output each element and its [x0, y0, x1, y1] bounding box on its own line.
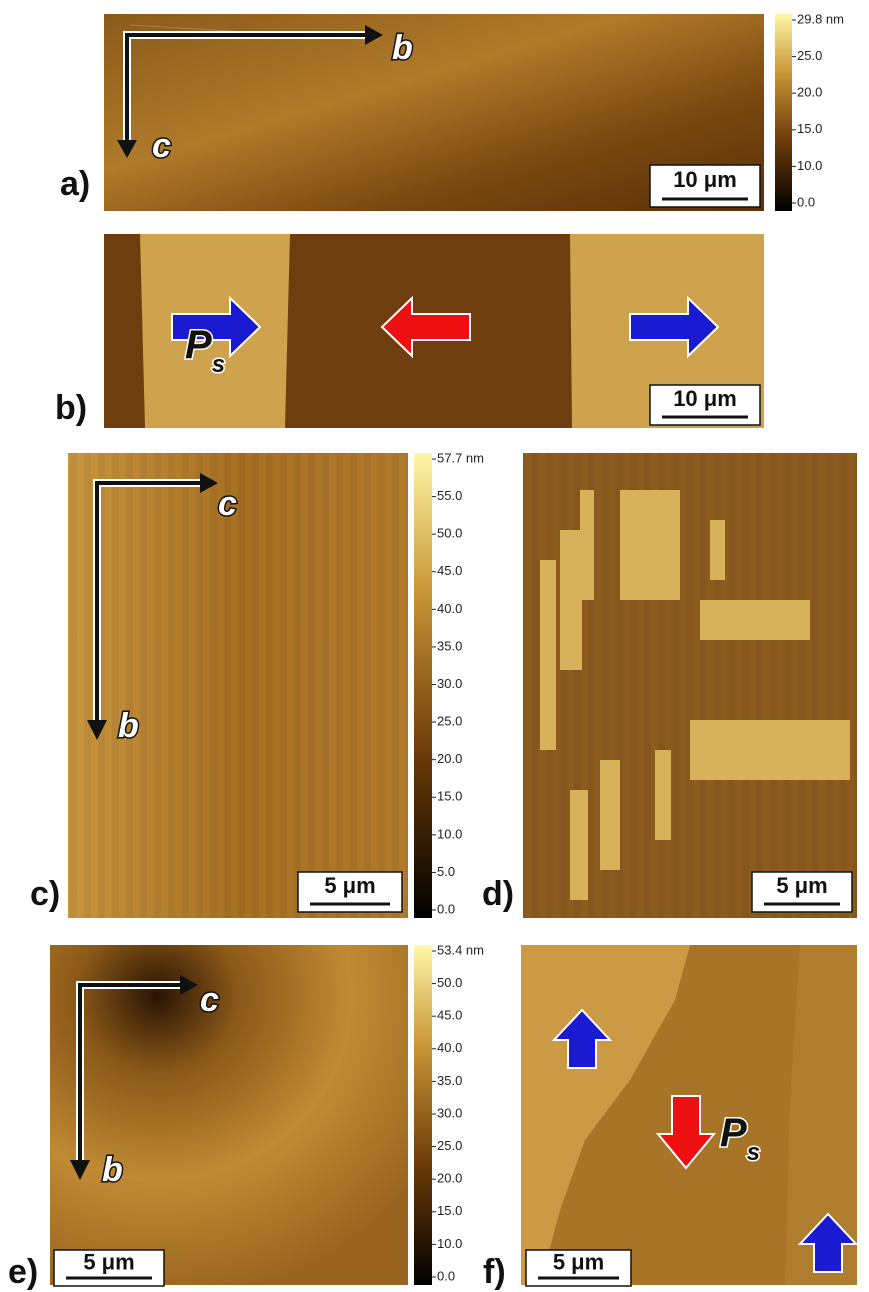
symbol: P [720, 1111, 747, 1155]
colorbar-tick-label: 0.0 [437, 1268, 455, 1283]
colorbar-tick-label: 45.0 [437, 1008, 462, 1023]
colorbar-tick-label: 50.0 [437, 975, 462, 990]
colorbar-tick-label: 40.0 [437, 1040, 462, 1055]
axis-label: c [200, 981, 219, 1019]
colorbar-tick-label: 15.0 [797, 121, 822, 136]
colorbar-tick-label: 25.0 [437, 1138, 462, 1153]
panel-label: a) [60, 165, 90, 203]
colorbar-tick-label: 15.0 [437, 789, 462, 804]
axis-label: c [218, 485, 237, 523]
scale-bar-label: 5 μm [324, 873, 375, 898]
colorbar-tick-label: 25.0 [797, 48, 822, 63]
colorbar-tick-label: 10.0 [437, 1236, 462, 1251]
colorbar-tick-label: 50.0 [437, 526, 462, 541]
subscript: s [747, 1139, 760, 1166]
colorbar-tick-label: 29.8 nm [797, 11, 844, 26]
colorbar-tick-label: 10.0 [797, 158, 822, 173]
panel-label: c) [30, 875, 60, 913]
axis-label: b [118, 707, 139, 745]
afm-image [50, 945, 408, 1285]
colorbar-tick-label: 20.0 [437, 1171, 462, 1186]
axis-label: b [392, 29, 413, 67]
colorbar-tick-label: 57.7 nm [437, 450, 484, 465]
colorbar-tick-label: 0.0 [437, 901, 455, 916]
subscript: s [212, 351, 225, 378]
colorbar-tick-label: 30.0 [437, 676, 462, 691]
panel-label: f) [483, 1253, 506, 1291]
colorbar-tick-label: 20.0 [797, 85, 822, 100]
colorbar-tick-label: 30.0 [437, 1105, 462, 1120]
domain [560, 530, 582, 670]
domain [710, 520, 725, 580]
colorbar [414, 453, 432, 918]
colorbar-tick-label: 0.0 [797, 194, 815, 209]
colorbar-tick-label: 55.0 [437, 488, 462, 503]
panel-label: e) [8, 1253, 38, 1291]
domain [570, 790, 588, 900]
colorbar-tick-label: 15.0 [437, 1203, 462, 1218]
domain [580, 490, 594, 600]
colorbar-tick-label: 35.0 [437, 1073, 462, 1088]
axis-label: b [102, 1151, 123, 1189]
colorbar [414, 945, 432, 1285]
scale-bar-label: 5 μm [776, 873, 827, 898]
texture [68, 453, 408, 918]
colorbar [775, 14, 792, 211]
colorbar-tick-label: 53.4 nm [437, 942, 484, 957]
domain [620, 490, 680, 600]
panel-label: b) [55, 389, 87, 427]
scale-bar-label: 5 μm [553, 1249, 604, 1274]
colorbar-tick-label: 10.0 [437, 826, 462, 841]
domain [655, 750, 671, 840]
colorbar-tick-label: 40.0 [437, 601, 462, 616]
colorbar-tick-label: 5.0 [437, 864, 455, 879]
symbol: P [185, 323, 212, 367]
panel-label: d) [482, 875, 514, 913]
domain [690, 720, 850, 780]
scale-bar-label: 10 μm [673, 386, 737, 411]
domain [700, 600, 810, 640]
colorbar-tick-label: 45.0 [437, 563, 462, 578]
domain [600, 760, 620, 870]
scale-bar-label: 10 μm [673, 167, 737, 192]
axis-label: c [152, 127, 171, 165]
colorbar-tick-label: 35.0 [437, 638, 462, 653]
colorbar-tick-label: 25.0 [437, 714, 462, 729]
domain [540, 560, 556, 750]
scale-bar-label: 5 μm [83, 1249, 134, 1274]
figure: b c a) Ps b) c b c) d) c b e) P [0, 0, 869, 1292]
colorbar-tick-label: 20.0 [437, 751, 462, 766]
